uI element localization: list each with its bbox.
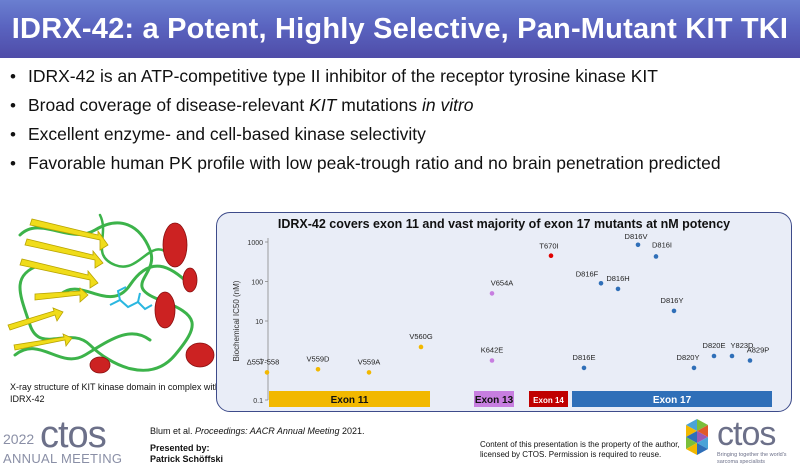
data-point-label: V559D [307,354,331,363]
exon-label: Exon 14 [533,396,564,405]
citation-source: Proceedings: AACR Annual Meeting [195,426,340,436]
data-point-label: D820Y [677,353,700,362]
data-point-label: D816I [652,240,672,249]
data-point-label: V654A [491,278,514,287]
copyright-notice: Content of this presentation is the prop… [480,440,680,460]
y-tick-label: 100 [251,280,263,287]
data-point [729,353,735,359]
logo-tagline: Bringing together the world's sarcoma sp… [717,452,787,465]
ctos-logo-mark-icon [686,419,708,455]
data-point-label: V560G [409,332,433,341]
bullet-text-emphasis: KIT [309,95,337,115]
data-point [264,370,270,375]
exon-label: Exon 13 [475,395,514,406]
bullet-text-emphasis: in vitro [421,95,474,115]
bullet-text: Favorable human PK profile with low peak… [28,153,721,173]
data-point [711,353,717,359]
presenter-block: Presented by: Patrick Schöffski [150,443,223,465]
logo-word: ctos [40,414,107,456]
bullet-list: • IDRX-42 is an ATP-competitive type II … [10,62,800,178]
data-point [418,344,424,350]
data-point-label: D816H [606,274,629,283]
data-point-label: Δ557-558 [247,357,280,366]
kit-kinase-structure-illustration [7,213,215,374]
ic50-scatter-chart: 1000 100 10 1 0.1 Biochemical IC50 (nM) Δ557-… [232,232,772,407]
bullet-glyph: • [10,154,16,173]
chart-title: IDRX-42 covers exon 11 and vast majority… [277,217,731,231]
y-tick-label: 1 [259,359,263,366]
exon-band [269,391,430,407]
ligand-sticks [109,286,153,311]
data-point [691,365,697,371]
y-axis-label: Biochemical IC50 (nM) [232,280,241,361]
presented-label: Presented by: [150,443,210,453]
data-point [598,281,604,286]
ctos-annual-meeting-logo: 2022 ctos ANNUAL MEETING [0,414,140,470]
alpha-helices [89,222,215,374]
chart-panel [216,212,792,412]
bullet-text: IDRX-42 is an ATP-competitive type II in… [28,66,658,86]
data-point [671,308,677,314]
y-tick-label: 0.1 [253,398,263,405]
presenter-name: Patrick Schöffski [150,454,224,464]
copyright-line: licensed by CTOS. Permission is required… [480,450,662,459]
data-point [548,253,554,258]
data-point-label: V559A [358,357,381,366]
data-point-label: D816F [576,269,599,278]
logo-meeting: ANNUAL MEETING [3,451,123,466]
bullet-glyph: • [10,125,16,144]
citation-authors: Blum et al. [150,426,196,436]
exon-band [474,391,514,407]
data-point-label: D816V [625,232,648,241]
data-point [747,358,753,363]
data-point-label: D820E [703,341,726,350]
logo-year: 2022 [3,431,35,447]
bullet-text: Excellent enzyme- and cell-based kinase … [28,124,426,144]
y-tick-label: 1000 [247,240,263,247]
data-point [489,358,495,363]
data-point [366,370,372,375]
protein-loop [58,264,192,299]
data-point [615,286,621,292]
data-point [635,242,641,248]
exon-band [529,391,568,407]
protein-loop [18,221,194,372]
data-point-label: K642E [481,346,504,355]
data-point-label: D816E [573,353,596,362]
y-tick-label: 10 [255,319,263,326]
exon-label: Exon 17 [653,395,692,406]
data-point [581,365,587,371]
data-point [315,366,321,372]
slide-title: IDRX-42: a Potent, Highly Selective, Pan… [0,0,800,58]
ctos-logo: ctos Bringing together the world's sarco… [680,415,800,470]
bullet-item: • Excellent enzyme- and cell-based kinas… [10,120,800,149]
exon-label: Exon 11 [331,395,369,406]
copyright-line: Content of this presentation is the prop… [480,440,680,449]
bullet-item: • Favorable human PK profile with low pe… [10,149,800,178]
figure-caption: X-ray structure of KIT kinase domain in … [10,382,220,404]
bullet-item: • Broad coverage of disease-relevant KIT… [10,91,800,120]
data-point [653,254,659,259]
bullet-glyph: • [10,67,16,86]
exon-band [572,391,772,407]
data-point [489,291,495,296]
bullet-item: • IDRX-42 is an ATP-competitive type II … [10,62,800,91]
data-point-label: Y823D [731,341,755,350]
logo-word: ctos [717,415,776,453]
protein-loop [13,332,152,361]
data-point-label: T670I [539,242,558,251]
protein-loop [98,213,172,268]
bullet-text-part: Broad coverage of disease-relevant [28,95,310,115]
data-point-label: D816Y [661,296,684,305]
bullet-text-part: mutations [336,95,422,115]
data-point-label: A829P [747,346,770,355]
bullet-glyph: • [10,96,16,115]
citation-year: 2021. [339,426,365,436]
citation: Blum et al. Proceedings: AACR Annual Mee… [150,426,364,436]
beta-sheets [7,218,109,351]
